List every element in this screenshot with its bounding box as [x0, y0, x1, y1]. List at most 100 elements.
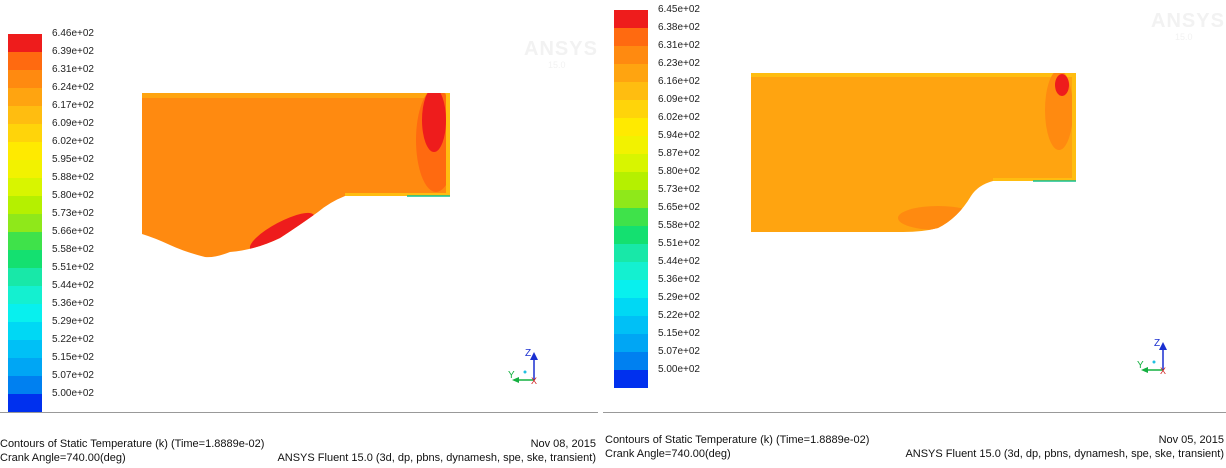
colorbar-swatch: [8, 214, 42, 232]
colorbar-swatch: [8, 250, 42, 268]
colorbar-label: 6.02e+02: [52, 136, 94, 147]
coordinate-axes-triad: Z Y X: [1137, 338, 1177, 380]
colorbar-label: 5.44e+02: [52, 280, 94, 291]
colorbar-label: 6.17e+02: [52, 100, 94, 111]
axis-z-label: Z: [525, 348, 532, 359]
ansys-version-watermark: 15.0: [548, 60, 566, 70]
colorbar-label: 5.80e+02: [658, 166, 700, 177]
coordinate-axes-triad: Z Y X: [508, 348, 548, 390]
colorbar-swatch: [614, 262, 648, 280]
left-contour-panel: 6.46e+02 6.39e+02 6.31e+02 6.24e+02 6.17e+02…: [0, 0, 598, 468]
colorbar-swatch: [8, 286, 42, 304]
colorbar-label: 5.87e+02: [658, 148, 700, 159]
ansys-version-watermark: 15.0: [1175, 32, 1193, 42]
colorbar-swatch: [8, 142, 42, 160]
colorbar-swatch: [614, 154, 648, 172]
colorbar-swatch: [8, 160, 42, 178]
axis-x-label: X: [1160, 366, 1167, 376]
colorbar-label: 5.15e+02: [52, 352, 94, 363]
colorbar-label: 6.46e+02: [52, 28, 94, 39]
colorbar-label: 5.15e+02: [658, 328, 700, 339]
colorbar-swatch: [614, 46, 648, 64]
colorbar-label: 6.16e+02: [658, 76, 700, 87]
colorbar-label: 5.80e+02: [52, 190, 94, 201]
colorbar-swatch: [614, 64, 648, 82]
temperature-contour-plot: [142, 93, 450, 258]
colorbar-swatch: [8, 88, 42, 106]
colorbar-swatch: [8, 304, 42, 322]
colorbar-label: 5.22e+02: [52, 334, 94, 345]
colorbar-swatch: [8, 70, 42, 88]
colorbar-swatch: [8, 358, 42, 376]
colorbar-label: 6.38e+02: [658, 22, 700, 33]
colorbar-label: 6.31e+02: [52, 64, 94, 75]
axis-x-label: X: [531, 376, 538, 386]
crank-angle-label: Crank Angle=740.00(deg): [0, 452, 126, 464]
colorbar-swatch: [614, 316, 648, 334]
colorbar-swatch: [614, 208, 648, 226]
colorbar-label: 5.29e+02: [658, 292, 700, 303]
colorbar-label: 5.73e+02: [658, 184, 700, 195]
colorbar-swatch: [8, 340, 42, 358]
ansys-watermark: ANSYS: [524, 38, 598, 60]
colorbar-label: 6.09e+02: [658, 94, 700, 105]
colorbar-swatch: [614, 352, 648, 370]
colorbar-swatch: [8, 52, 42, 70]
colorbar-swatch: [614, 280, 648, 298]
colorbar-swatch: [8, 268, 42, 286]
plot-footer: Contours of Static Temperature (k) (Time…: [603, 412, 1226, 468]
colorbar-swatch: [8, 196, 42, 214]
colorbar-label: 5.07e+02: [52, 370, 94, 381]
colorbar-label: 5.88e+02: [52, 172, 94, 183]
colorbar-label: 5.36e+02: [658, 274, 700, 285]
colorbar-label: 5.51e+02: [658, 238, 700, 249]
colorbar-label: 5.66e+02: [52, 226, 94, 237]
colorbar-label: 5.65e+02: [658, 202, 700, 213]
colorbar-label: 5.29e+02: [52, 316, 94, 327]
colorbar-swatch: [8, 124, 42, 142]
colorbar-label: 5.22e+02: [658, 310, 700, 321]
colorbar-label: 6.02e+02: [658, 112, 700, 123]
colorbar-swatch: [8, 322, 42, 340]
colorbar-label: 5.95e+02: [52, 154, 94, 165]
colorbar-label: 6.23e+02: [658, 58, 700, 69]
colorbar-label: 6.45e+02: [658, 4, 700, 15]
axis-y-label: Y: [1137, 360, 1144, 371]
colorbar-label: 5.94e+02: [658, 130, 700, 141]
colorbar-swatch: [614, 10, 648, 28]
right-contour-panel: 6.45e+02 6.38e+02 6.31e+02 6.23e+02 6.16e+02…: [603, 0, 1226, 468]
colorbar-swatch: [614, 226, 648, 244]
colorbar-label: 6.39e+02: [52, 46, 94, 57]
panel-separator: [598, 0, 603, 468]
colorbar-label: 5.73e+02: [52, 208, 94, 219]
axis-y-label: Y: [508, 370, 515, 381]
colorbar-swatch: [614, 136, 648, 154]
colorbar-label: 5.36e+02: [52, 298, 94, 309]
colorbar-label: 6.09e+02: [52, 118, 94, 129]
colorbar-label: 6.31e+02: [658, 40, 700, 51]
plot-date: Nov 05, 2015: [1158, 434, 1224, 446]
colorbar-swatch: [614, 334, 648, 352]
colorbar-swatch: [614, 370, 648, 388]
colorbar-swatch: [8, 232, 42, 250]
colorbar-label: 5.58e+02: [52, 244, 94, 255]
plot-footer: Contours of Static Temperature (k) (Time…: [0, 412, 598, 468]
plot-title: Contours of Static Temperature (k) (Time…: [0, 438, 265, 450]
colorbar-label: 5.00e+02: [658, 364, 700, 375]
colorbar-swatch: [8, 376, 42, 394]
colorbar-label: 5.00e+02: [52, 388, 94, 399]
colorbar-swatch: [8, 394, 42, 412]
solver-info: ANSYS Fluent 15.0 (3d, dp, pbns, dynames…: [277, 452, 596, 464]
colorbar-label: 5.58e+02: [658, 220, 700, 231]
ansys-watermark: ANSYS: [1151, 10, 1225, 32]
colorbar-swatch: [614, 190, 648, 208]
colorbar-swatch: [614, 118, 648, 136]
colorbar-label: 5.07e+02: [658, 346, 700, 357]
temperature-contour-plot: [751, 73, 1076, 232]
crank-angle-label: Crank Angle=740.00(deg): [605, 448, 731, 460]
colorbar-swatch: [614, 172, 648, 190]
colorbar-swatch: [8, 106, 42, 124]
colorbar-swatch: [614, 298, 648, 316]
colorbar-swatch: [614, 100, 648, 118]
colorbar-swatch: [8, 178, 42, 196]
